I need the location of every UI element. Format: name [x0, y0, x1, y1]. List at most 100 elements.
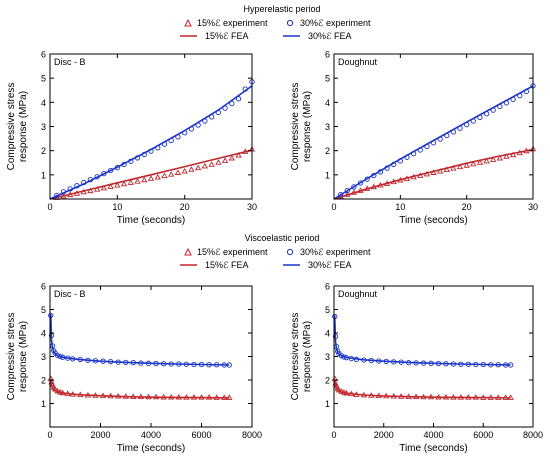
- legend-label: 15%ℰ experiment: [197, 247, 268, 257]
- plot-frame: [333, 53, 534, 200]
- legend: 15%ℰ experiment 30%ℰ experiment 15%ℰ FEA…: [180, 247, 371, 270]
- plot-frame: [49, 53, 253, 200]
- x-tick-label: 20: [462, 202, 472, 212]
- y-axis-label: response (MPa): [18, 91, 29, 162]
- y-axis-label: response (MPa): [18, 321, 29, 392]
- data-point-triangle: [93, 186, 101, 192]
- data-point-triangle: [476, 159, 484, 165]
- y-tick-label: 6: [41, 50, 46, 60]
- series-fea-line: [333, 148, 534, 200]
- y-tick-label: 2: [325, 146, 330, 156]
- data-point-triangle: [194, 164, 202, 171]
- data-point-triangle: [127, 179, 134, 185]
- y-tick-label: 3: [325, 352, 330, 362]
- data-point-triangle: [134, 178, 141, 184]
- chart-panel: 1 2 3 4 5 6 0 10 20 30 Doughnut Time (seconds) Compr…: [290, 50, 538, 227]
- fea-line: [49, 149, 253, 200]
- x-axis-label: Time (seconds): [117, 443, 186, 454]
- data-point-triangle: [154, 173, 161, 180]
- y-tick-label: 6: [325, 282, 330, 292]
- data-point-triangle: [221, 157, 229, 163]
- data-point-triangle: [470, 160, 477, 167]
- data-point-triangle: [201, 162, 209, 169]
- data-point-triangle: [181, 167, 188, 174]
- data-point-triangle: [120, 180, 128, 187]
- x-tick-label: 30: [528, 202, 538, 212]
- x-axis-label: Time (seconds): [117, 215, 186, 226]
- data-point-triangle: [228, 154, 235, 161]
- y-tick-label: 4: [41, 98, 46, 108]
- series-experiment: [54, 79, 255, 199]
- fea-line: [333, 148, 534, 200]
- data-point-triangle: [436, 167, 444, 174]
- series-fea-line: [50, 379, 230, 399]
- data-point-triangle: [463, 162, 470, 168]
- x-tick-label: 4000: [423, 430, 443, 440]
- y-axis-label: response (MPa): [302, 321, 313, 392]
- y-axis-label: Compressive stress: [290, 313, 301, 401]
- legend-label: 15%ℰ experiment: [197, 18, 268, 28]
- legend-marker-circle: [286, 248, 294, 256]
- y-tick-label: 1: [41, 399, 46, 409]
- y-tick-label: 1: [41, 170, 46, 180]
- fea-line: [333, 315, 511, 366]
- chart-panel: 1 2 3 4 5 6 0 2000 4000 6000 8000 Disc - B Time (sec…: [6, 282, 262, 455]
- data-point-circle: [54, 352, 61, 358]
- y-tick-label: 2: [325, 376, 330, 386]
- data-point-triangle: [215, 159, 222, 165]
- series-fea-line: [333, 85, 534, 200]
- y-tick-label: 4: [325, 329, 330, 339]
- x-tick-label: 4000: [141, 430, 161, 440]
- data-point-triangle: [503, 153, 510, 159]
- legend-marker-circle: [286, 19, 294, 27]
- y-tick-label: 5: [41, 74, 46, 84]
- y-tick-label: 2: [41, 376, 46, 386]
- data-point-triangle: [456, 163, 464, 170]
- legend-label: 30%ℰ experiment: [300, 18, 371, 28]
- y-tick-label: 4: [41, 329, 46, 339]
- data-point-triangle: [87, 187, 94, 194]
- data-point-triangle: [168, 171, 175, 177]
- data-point-circle: [107, 167, 114, 174]
- series-fea-line: [49, 149, 253, 200]
- data-point-triangle: [141, 176, 148, 183]
- panel-label: Doughnut: [338, 289, 378, 299]
- chart-panels: 1 2 3 4 5 6 0 10 20 30 Disc - B Time (seconds) Compr…: [6, 50, 543, 455]
- data-point-triangle: [107, 183, 114, 189]
- plot-frame: [49, 285, 253, 428]
- fea-line: [333, 85, 534, 200]
- y-axis-label: Compressive stress: [6, 313, 17, 401]
- x-tick-label: 10: [395, 202, 405, 212]
- y-tick-label: 3: [41, 122, 46, 132]
- fea-line: [49, 85, 253, 200]
- y-axis-label: Compressive stress: [6, 83, 17, 171]
- data-point-triangle: [161, 172, 168, 179]
- x-tick-label: 8000: [523, 430, 543, 440]
- data-point-triangle: [100, 184, 108, 191]
- y-tick-label: 6: [325, 50, 330, 60]
- data-point-triangle: [490, 156, 497, 162]
- panel-label: Disc - B: [54, 289, 86, 299]
- y-tick-label: 5: [41, 305, 46, 315]
- y-tick-label: 1: [325, 399, 330, 409]
- data-point-triangle: [483, 157, 490, 164]
- fea-line: [333, 379, 511, 399]
- plot-frame: [333, 285, 534, 428]
- series-fea-line: [333, 315, 511, 366]
- data-point-circle: [337, 191, 344, 198]
- section-title: Viscoelastic period: [245, 233, 320, 243]
- y-axis-label: response (MPa): [302, 91, 313, 162]
- legend-label: 30%ℰ experiment: [300, 247, 371, 257]
- y-tick-label: 5: [325, 305, 330, 315]
- panel-label: Disc - B: [54, 57, 86, 67]
- data-point-triangle: [174, 169, 182, 175]
- legend-label: 30%ℰ FEA: [308, 31, 351, 41]
- fea-line: [50, 379, 230, 399]
- series-experiment: [331, 375, 514, 400]
- x-tick-label: 10: [112, 202, 122, 212]
- x-tick-label: 0: [47, 430, 52, 440]
- legend-marker-triangle: [184, 18, 192, 27]
- y-tick-label: 3: [41, 352, 46, 362]
- y-tick-label: 2: [41, 146, 46, 156]
